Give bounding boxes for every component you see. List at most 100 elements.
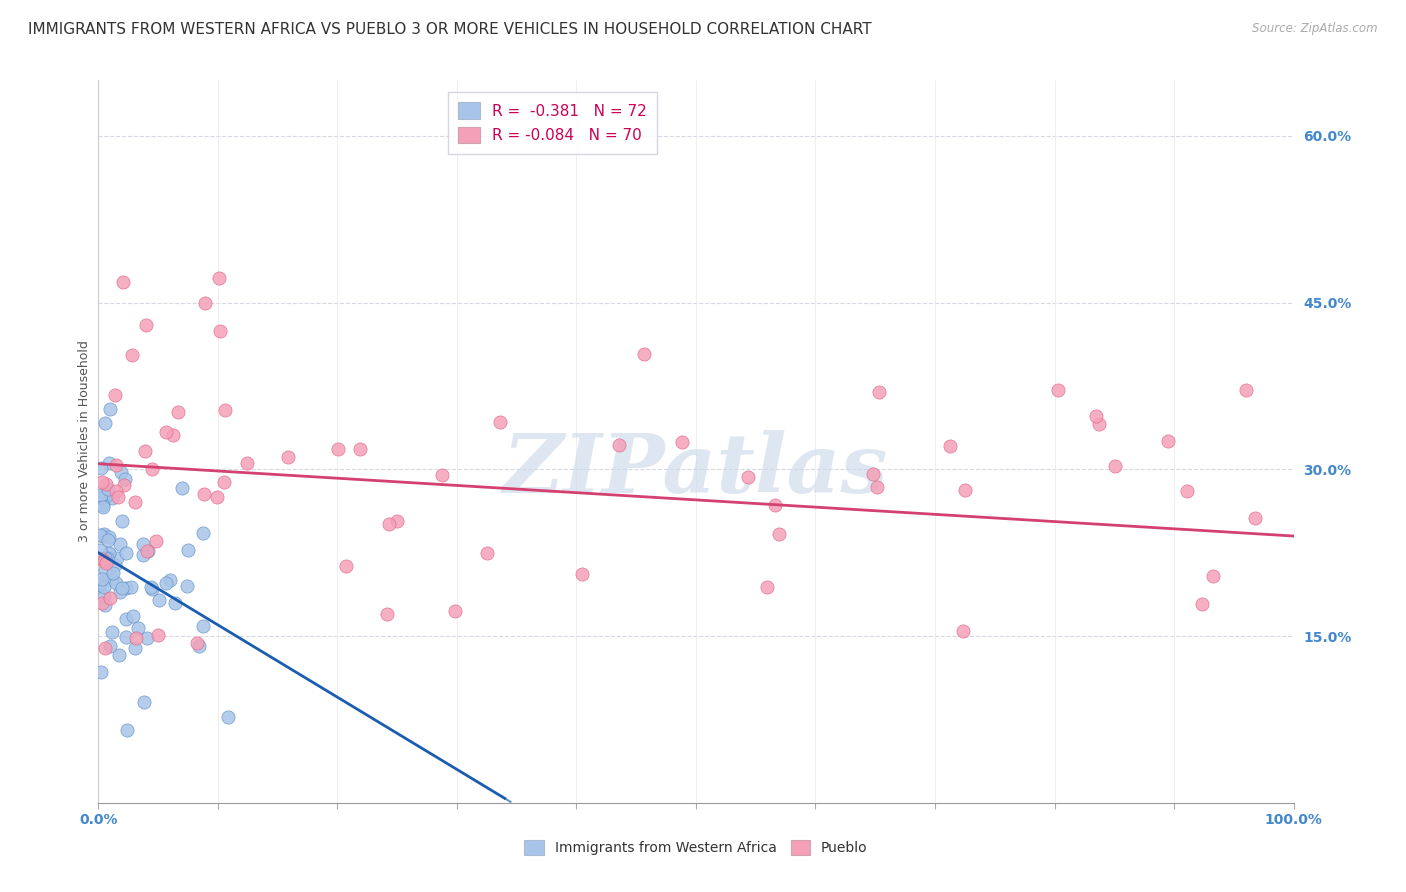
Point [93,554,115,568]
Point [91,572,114,586]
Point [193,487,215,501]
Point [186,636,208,650]
Point [444,604,467,618]
Point [768,527,790,541]
Text: IMMIGRANTS FROM WESTERN AFRICA VS PUEBLO 3 OR MORE VEHICLES IN HOUSEHOLD CORRELA: IMMIGRANTS FROM WESTERN AFRICA VS PUEBLO… [28,22,872,37]
Point [120,580,142,594]
Point [94,563,117,577]
Point [104,388,127,402]
Point [97,547,120,561]
Point [1244,511,1267,525]
Point [955,483,977,497]
Point [124,641,146,656]
Text: Source: ZipAtlas.com: Source: ZipAtlas.com [1253,22,1378,36]
Point [335,558,357,573]
Point [114,471,136,485]
Point [105,458,128,473]
Point [112,275,135,289]
Point [385,514,409,528]
Point [1104,459,1126,474]
Point [134,695,156,709]
Point [208,324,231,338]
Point [89,578,111,592]
Point [97,456,120,470]
Point [115,612,138,626]
Point [98,546,121,560]
Point [94,641,117,656]
Point [1234,383,1257,397]
Point [98,402,121,417]
Point [135,631,157,645]
Legend: Immigrants from Western Africa, Pueblo: Immigrants from Western Africa, Pueblo [519,835,873,861]
Point [378,516,401,531]
Point [107,491,129,505]
Point [114,546,136,560]
Point [212,475,235,489]
Point [349,442,371,456]
Point [148,628,170,642]
Point [136,544,159,558]
Point [191,618,214,632]
Point [191,526,214,541]
Point [91,498,114,512]
Point [132,548,155,562]
Point [430,467,453,482]
Point [101,566,124,581]
Point [91,596,114,610]
Point [121,348,143,362]
Point [108,537,131,551]
Point [131,536,153,550]
Point [89,576,111,591]
Point [90,461,112,475]
Point [176,579,198,593]
Point [111,581,134,595]
Point [96,550,118,565]
Point [217,709,239,723]
Point [93,589,115,603]
Point [177,543,200,558]
Point [868,384,890,399]
Point [89,542,111,557]
Point [91,500,114,514]
Point [148,593,170,607]
Point [125,631,148,645]
Text: ZIPatlas: ZIPatlas [503,431,889,510]
Point [100,625,122,640]
Point [188,639,211,653]
Point [89,528,111,542]
Point [104,558,127,573]
Point [121,609,143,624]
Y-axis label: 3 or more Vehicles in Household: 3 or more Vehicles in Household [79,341,91,542]
Point [277,450,299,464]
Point [91,475,114,490]
Point [97,482,120,496]
Point [1088,417,1111,431]
Point [145,533,167,548]
Point [101,491,124,505]
Point [208,270,231,285]
Point [172,481,194,495]
Point [214,403,236,417]
Point [633,347,655,361]
Point [862,467,884,482]
Point [93,489,115,503]
Point [139,580,162,594]
Point [952,624,974,639]
Point [866,480,889,494]
Point [124,495,146,509]
Point [94,416,117,430]
Point [1157,434,1180,448]
Point [110,584,132,599]
Point [112,478,135,492]
Point [1175,484,1198,499]
Point [134,444,156,458]
Point [1202,568,1225,582]
Point [89,491,111,505]
Point [1085,409,1108,424]
Point [571,567,593,582]
Point [155,425,177,439]
Point [163,596,186,610]
Point [326,442,349,457]
Point [375,607,398,621]
Point [162,427,184,442]
